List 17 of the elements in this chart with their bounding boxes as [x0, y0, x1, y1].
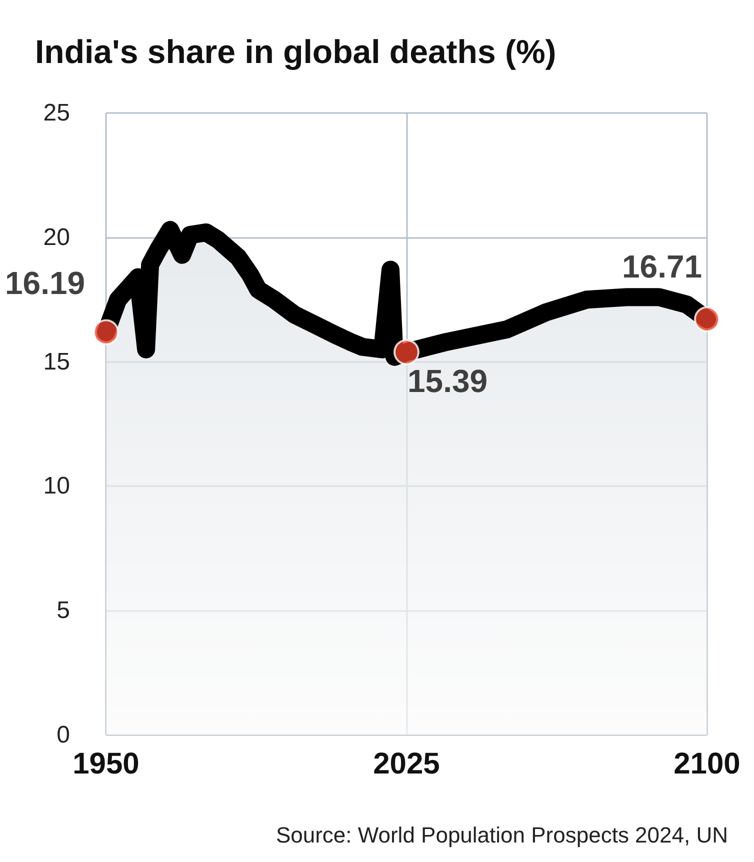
x-tick-label: 2100 — [674, 748, 740, 780]
y-tick-label: 10 — [43, 472, 70, 500]
data-label: 16.19 — [5, 265, 86, 302]
x-tick-label: 2025 — [373, 748, 440, 780]
data-label: 15.39 — [408, 363, 488, 400]
chart-title: India's share in global deaths (%) — [35, 33, 556, 70]
point — [394, 339, 420, 366]
point — [93, 319, 119, 346]
source-note: Source: World Population Prospects 2024, UN — [276, 822, 728, 848]
y-tick-label: 20 — [43, 224, 70, 251]
y-tick-label: 0 — [56, 722, 70, 748]
y-tick-label: 25 — [43, 100, 70, 126]
point — [694, 306, 720, 332]
data-label: 16.71 — [622, 248, 702, 284]
y-tick-label: 15 — [43, 348, 70, 376]
x-tick-label: 1950 — [72, 748, 140, 780]
y-tick-label: 5 — [56, 597, 70, 624]
